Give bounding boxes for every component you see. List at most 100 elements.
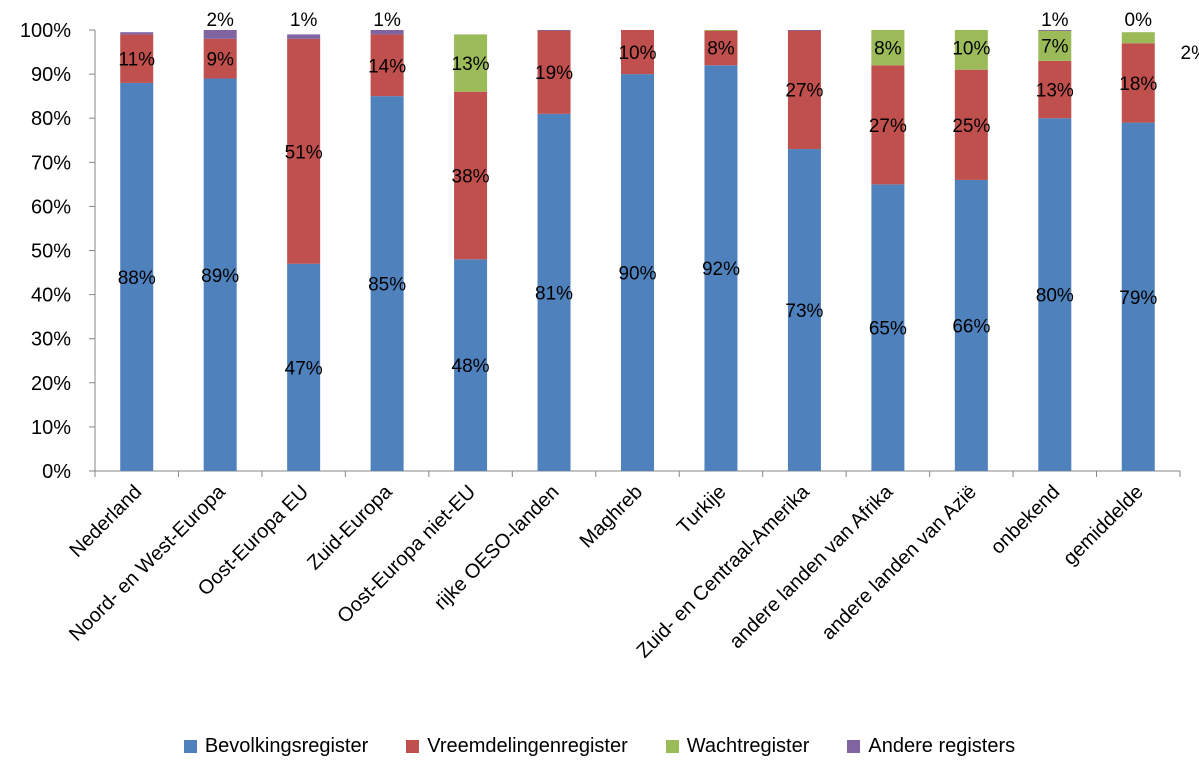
x-tick-label: onbekend bbox=[987, 481, 1065, 559]
data-label: 8% bbox=[707, 39, 735, 60]
legend-label-vreemdelingenregister: Vreemdelingenregister bbox=[427, 735, 628, 757]
bar-segment-bevolkingsregister bbox=[287, 263, 321, 471]
data-label: 1% bbox=[1041, 10, 1069, 31]
legend-swatch-andere-registers bbox=[847, 740, 861, 753]
data-label: 27% bbox=[785, 81, 823, 102]
bar-segment-andere-registers bbox=[787, 30, 821, 31]
data-label: 1% bbox=[373, 10, 401, 31]
y-tick-label: 10% bbox=[31, 417, 71, 439]
data-label: 18% bbox=[1119, 74, 1157, 95]
y-tick-label: 60% bbox=[31, 196, 71, 218]
x-tick-label: gemiddelde bbox=[1059, 481, 1148, 570]
bar-segment-vreemdelingenregister bbox=[537, 30, 571, 114]
x-tick-label: andere landen van Afrika bbox=[725, 480, 898, 653]
bar-segment-wachtregister bbox=[454, 34, 488, 92]
bar-segment-andere-registers bbox=[120, 32, 154, 35]
legend-item-vreemdelingenregister: Vreemdelingenregister bbox=[406, 735, 628, 758]
data-label: 11% bbox=[118, 50, 155, 71]
legend: Bevolkingsregister Vreemdelingenregister… bbox=[0, 735, 1199, 758]
data-label: 65% bbox=[869, 319, 907, 340]
data-label: 19% bbox=[535, 63, 573, 84]
data-label: 81% bbox=[535, 283, 573, 304]
y-tick-label: 50% bbox=[31, 241, 71, 263]
legend-swatch-vreemdelingenregister bbox=[406, 740, 420, 753]
bar-segment-bevolkingsregister bbox=[704, 65, 738, 471]
bar-segment-bevolkingsregister bbox=[871, 184, 905, 471]
data-label: 66% bbox=[952, 316, 990, 337]
bar-segment-bevolkingsregister bbox=[1038, 118, 1072, 471]
bar-segment-wachtregister bbox=[954, 30, 988, 70]
legend-swatch-bevolkingsregister bbox=[183, 740, 197, 753]
data-label: 92% bbox=[702, 259, 740, 280]
data-label: 9% bbox=[206, 50, 234, 71]
data-label: 25% bbox=[952, 116, 990, 137]
y-tick-label: 30% bbox=[31, 329, 71, 351]
x-tick-label: Oost-Europa niet-EU bbox=[333, 481, 480, 628]
bar-segment-vreemdelingenregister bbox=[287, 38, 321, 264]
data-label: 10% bbox=[952, 39, 990, 60]
data-label: 14% bbox=[368, 56, 406, 77]
bar-segment-vreemdelingenregister bbox=[1121, 43, 1155, 123]
data-label: 7% bbox=[1041, 36, 1069, 57]
data-label: 10% bbox=[618, 43, 656, 64]
x-tick-label: andere landen van Azië bbox=[817, 481, 980, 644]
bar-segment-bevolkingsregister bbox=[370, 96, 404, 472]
data-label: 85% bbox=[368, 275, 406, 296]
data-label: 27% bbox=[869, 116, 907, 137]
x-tick-label: Zuid-Europa bbox=[303, 480, 397, 574]
bar-segment-bevolkingsregister bbox=[120, 82, 154, 472]
bar-segment-wachtregister bbox=[1121, 32, 1155, 44]
bar-segment-andere-registers bbox=[287, 34, 321, 39]
data-label: 0% bbox=[1125, 10, 1153, 31]
x-tick-label: Nederland bbox=[65, 481, 146, 562]
data-label: 38% bbox=[452, 167, 490, 188]
data-label: 47% bbox=[285, 358, 323, 379]
bar-segment-bevolkingsregister bbox=[203, 78, 237, 471]
bar-segment-bevolkingsregister bbox=[1121, 122, 1155, 472]
data-label: 80% bbox=[1036, 286, 1074, 307]
bar-segment-andere-registers bbox=[1038, 30, 1072, 31]
data-label: 48% bbox=[452, 356, 490, 377]
bar-segment-vreemdelingenregister bbox=[704, 30, 738, 66]
y-tick-label: 80% bbox=[31, 108, 71, 130]
bar-segment-bevolkingsregister bbox=[787, 149, 821, 471]
bar-segment-wachtregister bbox=[1038, 30, 1072, 61]
bar-segment-wachtregister bbox=[704, 30, 738, 31]
data-label: 8% bbox=[874, 39, 902, 60]
data-label: 2% bbox=[206, 10, 234, 31]
x-tick-label: Maghreb bbox=[576, 481, 647, 552]
bar-segment-vreemdelingenregister bbox=[454, 91, 488, 260]
data-label: 89% bbox=[201, 266, 239, 287]
data-label: 90% bbox=[618, 264, 656, 285]
bar-segment-vreemdelingenregister bbox=[120, 34, 154, 83]
bar-segment-wachtregister bbox=[871, 30, 905, 66]
x-tick-label: Zuid- en Centraal-Amerika bbox=[633, 480, 815, 662]
data-label: 13% bbox=[1036, 81, 1074, 102]
bar-segment-vreemdelingenregister bbox=[203, 38, 237, 79]
legend-item-wachtregister: Wachtregister bbox=[665, 735, 809, 758]
legend-swatch-wachtregister bbox=[665, 740, 679, 753]
legend-item-andere-registers: Andere registers bbox=[847, 735, 1015, 758]
legend-label-bevolkingsregister: Bevolkingsregister bbox=[204, 735, 369, 757]
legend-label-andere-registers: Andere registers bbox=[868, 735, 1016, 757]
bar-segment-vreemdelingenregister bbox=[1038, 60, 1072, 119]
y-tick-label: 0% bbox=[42, 461, 71, 483]
bar-segment-vreemdelingenregister bbox=[871, 65, 905, 185]
y-tick-label: 20% bbox=[31, 373, 71, 395]
x-tick-label: Turkije bbox=[673, 481, 730, 538]
data-label: 1% bbox=[290, 10, 318, 31]
y-tick-label: 40% bbox=[31, 285, 71, 307]
bar-segment-vreemdelingenregister bbox=[621, 30, 654, 75]
bar-segment-bevolkingsregister bbox=[621, 74, 654, 471]
bar-segment-andere-registers bbox=[370, 30, 404, 35]
bar-segment-bevolkingsregister bbox=[954, 179, 988, 471]
legend-item-bevolkingsregister: Bevolkingsregister bbox=[183, 735, 369, 758]
data-label: 73% bbox=[785, 301, 823, 322]
y-tick-label: 100% bbox=[20, 20, 71, 42]
bar-segment-vreemdelingenregister bbox=[370, 34, 404, 97]
y-tick-label: 70% bbox=[31, 152, 71, 174]
y-tick-label: 90% bbox=[31, 64, 71, 86]
bar-segment-bevolkingsregister bbox=[537, 113, 571, 471]
